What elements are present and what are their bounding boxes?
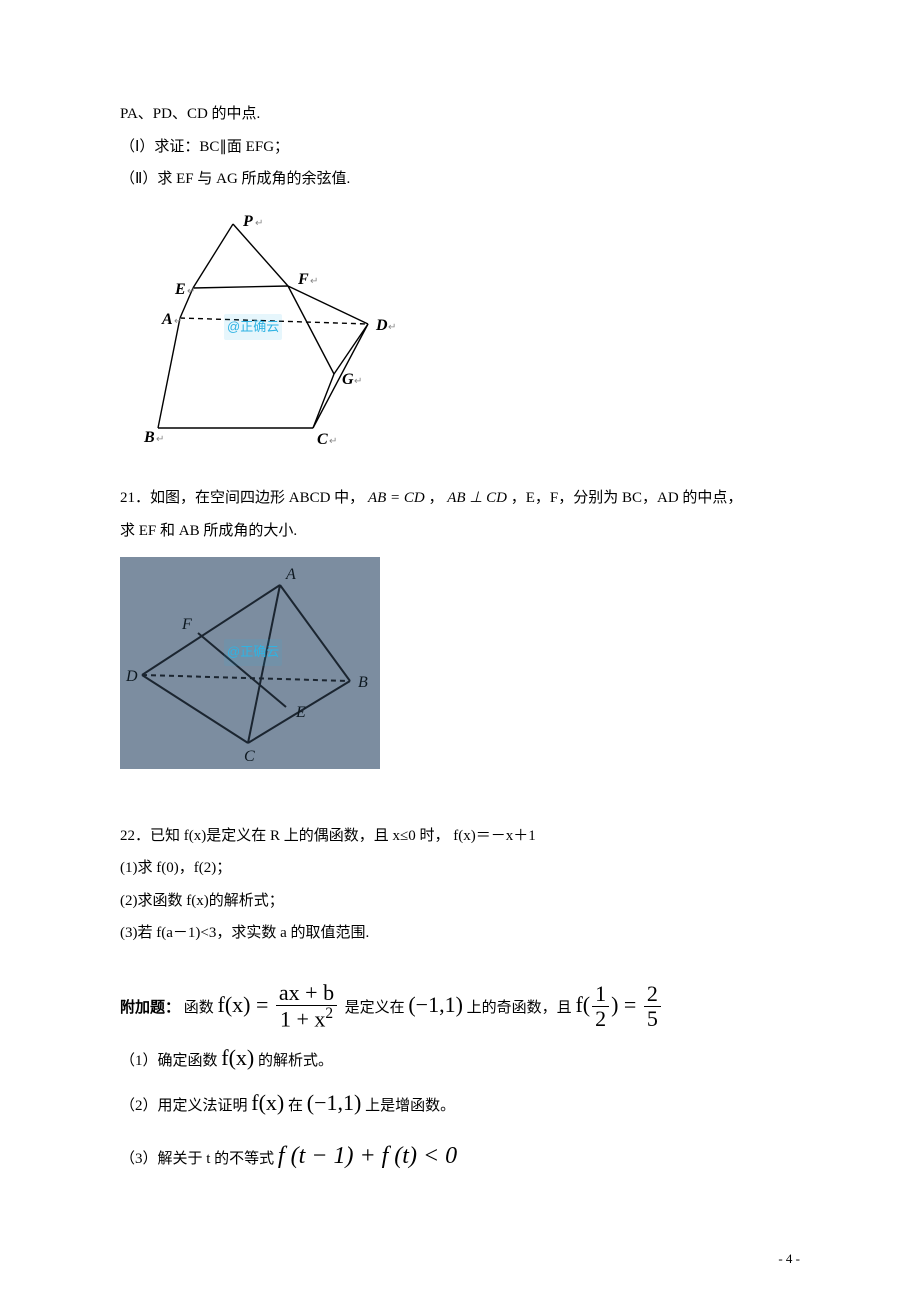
svg-text:B: B bbox=[358, 674, 368, 691]
q21-math-abcd-eq: AB = CD bbox=[368, 490, 425, 506]
spacer-2 bbox=[120, 952, 800, 972]
figure-1: P↵E↵F↵A↵D↵B↵C↵G↵ @正确云 bbox=[138, 206, 398, 457]
svg-text:D: D bbox=[125, 668, 138, 685]
extra-ineq: f (t − 1) + f (t) < 0 bbox=[278, 1143, 457, 1169]
q21-line2: 求 EF 和 AB 所成角的大小. bbox=[120, 517, 800, 546]
svg-text:E: E bbox=[295, 704, 306, 721]
extra-rhs-den: 5 bbox=[644, 1007, 661, 1031]
extra-s2-fx: f(x) bbox=[251, 1090, 284, 1115]
extra-fhalf-arg: 12 bbox=[592, 982, 609, 1031]
extra-line: 附加题： 函数 f(x) = ax + b 1 + x2 是定义在 (−1,1)… bbox=[120, 976, 800, 1033]
svg-text:A: A bbox=[161, 311, 173, 328]
q22-line1: 22．已知 f(x)是定义在 R 上的偶函数，且 x≤0 时， f(x)＝－x＋… bbox=[120, 822, 800, 851]
svg-text:↵: ↵ bbox=[354, 376, 362, 387]
svg-text:↵: ↵ bbox=[329, 436, 337, 446]
extra-pre: 函数 bbox=[184, 1000, 218, 1016]
svg-text:A: A bbox=[285, 566, 296, 583]
svg-text:P: P bbox=[242, 213, 253, 230]
q21-sep1: ， bbox=[428, 490, 443, 506]
extra-s2-c: 在 bbox=[288, 1098, 307, 1114]
page-number: - 4 - bbox=[778, 1247, 800, 1272]
extra-mid: 是定义在 bbox=[345, 1000, 409, 1016]
extra-s2-dom: (−1,1) bbox=[307, 1090, 362, 1115]
extra-frac-den: 1 + x2 bbox=[276, 1006, 337, 1032]
svg-text:↵: ↵ bbox=[187, 286, 195, 297]
extra-s2-a: （2）用定义法证明 bbox=[120, 1098, 251, 1114]
extra-mid2: 上的奇函数，且 bbox=[467, 1000, 576, 1016]
q21-text: 21．如图，在空间四边形 ABCD 中， bbox=[120, 490, 364, 506]
figure-1-svg: P↵E↵F↵A↵D↵B↵C↵G↵ bbox=[138, 206, 398, 446]
q20-part2: （Ⅱ）求 EF 与 AG 所成角的余弦值. bbox=[120, 165, 800, 194]
q22-line4: (3)若 f(a－1)<3，求实数 a 的取值范围. bbox=[120, 919, 800, 948]
extra-rhs-num: 2 bbox=[644, 982, 661, 1007]
svg-text:↵: ↵ bbox=[156, 434, 164, 445]
svg-text:B: B bbox=[143, 429, 155, 446]
extra-den-base: 1 + x bbox=[280, 1007, 325, 1032]
extra-frac: ax + b 1 + x2 bbox=[276, 981, 337, 1032]
svg-text:↵: ↵ bbox=[174, 316, 182, 327]
extra-sub3: （3）解关于 t 的不等式 f (t − 1) + f (t) < 0 bbox=[120, 1128, 800, 1186]
q21-tail: ，E，F，分别为 BC，AD 的中点， bbox=[511, 490, 743, 506]
extra-frac-num: ax + b bbox=[276, 981, 337, 1006]
q20-part1: （Ⅰ）求证：BC∥面 EFG； bbox=[120, 133, 800, 162]
extra-s2-e: 上是增函数。 bbox=[365, 1098, 455, 1114]
extra-sub2: （2）用定义法证明 f(x) 在 (−1,1) 上是增函数。 bbox=[120, 1082, 800, 1124]
extra-sub1: （1）确定函数 f(x) 的解析式。 bbox=[120, 1037, 800, 1079]
q21-math-abcd-perp: AB ⊥ CD bbox=[447, 490, 507, 506]
extra-s1-a: （1）确定函数 bbox=[120, 1053, 221, 1069]
svg-text:↵: ↵ bbox=[310, 276, 318, 287]
extra-label: 附加题： bbox=[120, 1000, 180, 1016]
svg-text:F: F bbox=[297, 271, 309, 288]
extra-rhs: 2 5 bbox=[644, 982, 661, 1031]
spacer bbox=[120, 804, 800, 818]
svg-text:G: G bbox=[342, 371, 354, 388]
extra-den-exp: 2 bbox=[325, 1005, 333, 1022]
intro-line: PA、PD、CD 的中点. bbox=[120, 100, 800, 129]
extra-s1-c: 的解析式。 bbox=[258, 1053, 333, 1069]
q22-line2: (1)求 f(0)，f(2)； bbox=[120, 854, 800, 883]
q22-line3: (2)求函数 f(x)的解析式； bbox=[120, 887, 800, 916]
extra-domain: (−1,1) bbox=[408, 992, 463, 1017]
figure-2-svg: A F D B E C bbox=[120, 557, 380, 769]
svg-text:E: E bbox=[174, 281, 186, 298]
svg-text:↵: ↵ bbox=[388, 322, 396, 333]
svg-text:F: F bbox=[181, 616, 192, 633]
svg-text:C: C bbox=[244, 748, 255, 765]
svg-text:D: D bbox=[375, 317, 388, 334]
q21-line1: 21．如图，在空间四边形 ABCD 中， AB = CD ， AB ⊥ CD ，… bbox=[120, 484, 800, 513]
extra-s3-a: （3）解关于 t 的不等式 bbox=[120, 1151, 278, 1167]
extra-fx: f(x) = bbox=[218, 992, 274, 1017]
svg-text:↵: ↵ bbox=[255, 218, 263, 229]
extra-s1-fx: f(x) bbox=[221, 1045, 254, 1070]
svg-text:C: C bbox=[317, 431, 328, 446]
figure-2: AFDBEC @正确云 bbox=[120, 557, 380, 780]
